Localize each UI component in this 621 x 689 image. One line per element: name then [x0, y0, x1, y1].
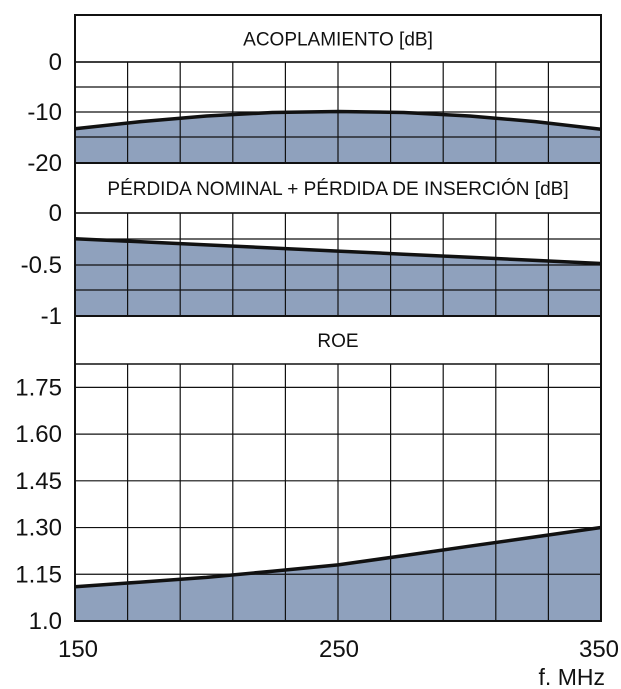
panel-1: ACOPLAMIENTO [dB] [74, 14, 602, 164]
y-tick-label: 0 [49, 49, 62, 76]
y-tick-label: 1.60 [15, 421, 62, 448]
y-tick-label: 1.45 [15, 468, 62, 495]
y-tick-label: 1.0 [29, 608, 62, 635]
panel-title: PÉRDIDA NOMINAL + PÉRDIDA DE INSERCIÓN [… [107, 178, 568, 200]
panel-3: ROE [74, 315, 602, 622]
panel-title: ROE [317, 331, 358, 352]
series-line [74, 237, 602, 266]
y-tick-label: -0.5 [21, 252, 62, 279]
y-tick-label: 1.75 [15, 374, 62, 401]
x-tick-150: 150 [58, 636, 98, 663]
series-line [74, 525, 602, 589]
series-line [74, 109, 602, 131]
y-tick-label: 1.30 [15, 515, 62, 542]
y-tick-label: -20 [27, 150, 62, 177]
x-tick-350: 350 [579, 636, 619, 663]
y-tick-label: -1 [41, 303, 62, 330]
y-tick-label: -10 [27, 99, 62, 126]
y-tick-label: 0 [49, 200, 62, 227]
x-axis-unit-label: f. MHz [539, 664, 605, 689]
panel-border [74, 315, 602, 622]
panel-title: ACOPLAMIENTO [dB] [243, 30, 433, 51]
x-tick-250: 250 [319, 636, 359, 663]
panel-2: PÉRDIDA NOMINAL + PÉRDIDA DE INSERCIÓN [… [74, 162, 602, 317]
y-tick-label: 1.15 [15, 561, 62, 588]
